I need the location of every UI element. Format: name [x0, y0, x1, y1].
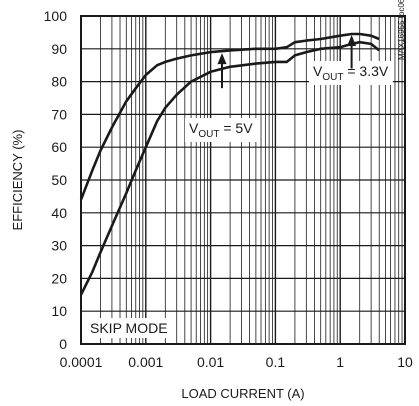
annotation-arrow-head	[217, 53, 227, 65]
tick-labels: 0.0001 0.001 0.01 0.1 1 100102030405060708090…	[44, 8, 413, 370]
y-tick-label: 30	[51, 238, 67, 254]
label-vout-5v-background	[185, 118, 258, 142]
x-tick-label: 0.0001	[60, 354, 103, 370]
x-tick-label: 1	[336, 354, 344, 370]
x-tick-label: 0.1	[266, 354, 286, 370]
y-tick-label: 40	[51, 205, 67, 221]
y-tick-label: 90	[51, 41, 67, 57]
annotation-arrow-head	[347, 35, 357, 47]
annotations: VOUT = 5V VOUT = 3.3V SKIP MODE MAX16955…	[86, 0, 406, 338]
skip-mode-background	[86, 318, 172, 338]
series-lines	[79, 32, 381, 296]
label-vout-3v3: VOUT = 3.3V	[313, 63, 389, 83]
x-tick-label: 0.001	[128, 354, 163, 370]
y-tick-label: 0	[59, 336, 67, 352]
grid	[81, 16, 405, 344]
y-tick-label: 50	[51, 172, 67, 188]
x-tick-label: 0.01	[197, 354, 224, 370]
y-axis-label: EFFICIENCY (%)	[10, 130, 25, 231]
skip-mode-label: SKIP MODE	[90, 320, 168, 336]
y-tick-label: 60	[51, 139, 67, 155]
label-vout-5v: VOUT = 5V	[189, 120, 253, 140]
plot-frame	[80, 15, 406, 345]
series-line-vout-3v3	[79, 40, 381, 296]
y-tick-label: 80	[51, 74, 67, 90]
y-tick-label: 100	[44, 8, 68, 24]
y-tick-label: 70	[51, 106, 67, 122]
figure-id: MAX16955 toc06	[397, 0, 406, 60]
series-line-vout-5v	[79, 32, 380, 201]
y-tick-label: 10	[51, 303, 67, 319]
y-tick-label: 20	[51, 270, 67, 286]
x-axis-label: LOAD CURRENT (A)	[181, 386, 304, 401]
x-tick-label: 10	[397, 354, 413, 370]
